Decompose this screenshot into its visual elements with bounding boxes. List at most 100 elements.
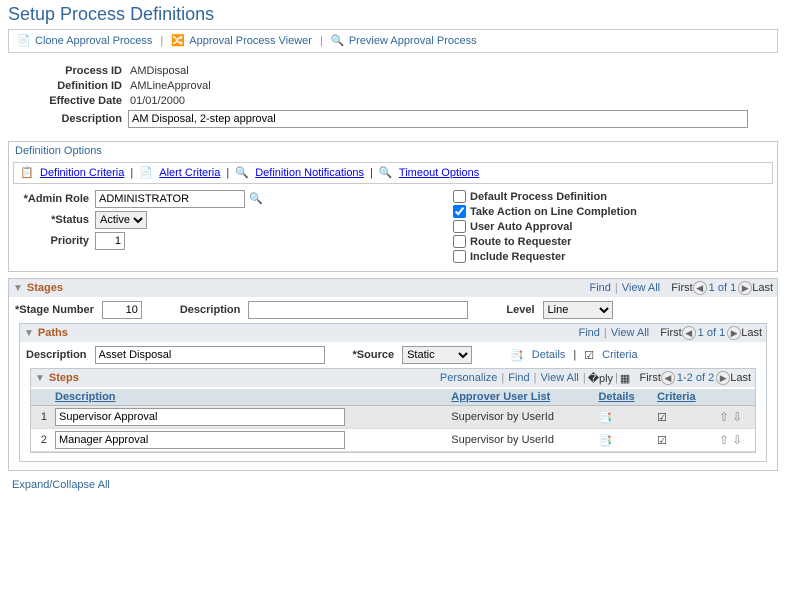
steps-personalize-link[interactable]: Personalize <box>440 372 497 384</box>
definition-options-section: Definition Options 📋 Definition Criteria… <box>8 141 778 272</box>
move-down-icon[interactable]: ⇩ <box>732 410 742 424</box>
process-id-label: Process ID <box>8 65 128 77</box>
steps-last-label: Last <box>730 372 751 384</box>
steps-viewall-link[interactable]: View All <box>541 372 579 384</box>
steps-first-label: First <box>640 372 661 384</box>
criteria-icon: ☑ <box>584 349 594 362</box>
route-requester-label: Route to Requester <box>470 236 571 248</box>
include-requester-checkbox[interactable] <box>453 250 466 263</box>
details-icon: 📑 <box>510 349 524 362</box>
steps-title: Steps <box>49 372 79 384</box>
paths-next-icon[interactable]: ▶ <box>727 326 741 340</box>
status-select[interactable]: Active <box>95 211 147 229</box>
path-source-label: *Source <box>353 349 395 361</box>
move-up-icon[interactable]: ⇧ <box>719 410 729 424</box>
alert-icon: 📄 <box>139 166 153 180</box>
paths-collapse-icon[interactable]: ▼ <box>24 328 34 339</box>
admin-role-lookup-icon[interactable]: 🔍 <box>249 192 263 206</box>
steps-prev-icon[interactable]: ◀ <box>661 371 675 385</box>
stages-next-icon[interactable]: ▶ <box>738 281 752 295</box>
path-criteria-link[interactable]: Criteria <box>602 349 637 361</box>
steps-collapse-icon[interactable]: ▼ <box>35 373 45 384</box>
row-num: 2 <box>31 429 51 452</box>
definition-options-toolbar: 📋 Definition Criteria | 📄 Alert Criteria… <box>13 162 773 184</box>
col-approver[interactable]: Approver User List <box>447 389 594 406</box>
paths-viewall-link[interactable]: View All <box>611 327 649 339</box>
stages-viewall-link[interactable]: View All <box>622 282 660 294</box>
default-process-checkbox[interactable] <box>453 190 466 203</box>
definition-id-value: AMLineApproval <box>128 80 211 92</box>
definition-criteria-link[interactable]: Definition Criteria <box>40 167 124 179</box>
timeout-options-link[interactable]: Timeout Options <box>399 167 479 179</box>
user-auto-label: User Auto Approval <box>470 221 572 233</box>
approval-viewer-link[interactable]: Approval Process Viewer <box>189 35 312 47</box>
stages-prev-icon[interactable]: ◀ <box>693 281 707 295</box>
path-description-input[interactable] <box>95 346 325 364</box>
expand-collapse-all-link[interactable]: Expand/Collapse All <box>0 475 122 495</box>
paths-page[interactable]: 1 of 1 <box>698 327 726 339</box>
steps-table: Description Approver User List Details C… <box>31 389 755 452</box>
col-criteria[interactable]: Criteria <box>653 389 715 406</box>
stages-page[interactable]: 1 of 1 <box>709 282 737 294</box>
take-action-checkbox[interactable] <box>453 205 466 218</box>
move-down-icon[interactable]: ⇩ <box>732 433 742 447</box>
page-title: Setup Process Definitions <box>0 0 786 29</box>
stages-last-label: Last <box>752 282 773 294</box>
step-approver: Supervisor by UserId <box>447 406 594 429</box>
priority-label: Priority <box>15 235 95 247</box>
steps-header: ▼ Steps Personalize | Find | View All | … <box>31 369 755 387</box>
step-description-input[interactable] <box>55 431 345 449</box>
preview-approval-link[interactable]: Preview Approval Process <box>349 35 477 47</box>
default-process-label: Default Process Definition <box>470 191 607 203</box>
move-up-icon[interactable]: ⇧ <box>719 433 729 447</box>
stage-number-label: *Stage Number <box>15 304 94 316</box>
process-id-value: AMDisposal <box>128 65 189 77</box>
paths-header: ▼ Paths Find | View All First ◀ 1 of 1 ▶… <box>20 324 766 342</box>
clone-icon: 📄 <box>17 34 31 48</box>
step-description-input[interactable] <box>55 408 345 426</box>
paths-title: Paths <box>38 327 68 339</box>
level-label: Level <box>506 304 534 316</box>
path-source-select[interactable]: Static <box>402 346 472 364</box>
description-label: Description <box>8 113 128 125</box>
top-toolbar: 📄 Clone Approval Process | 🔀 Approval Pr… <box>8 29 778 53</box>
steps-page[interactable]: 1-2 of 2 <box>677 372 714 384</box>
priority-input[interactable] <box>95 232 125 250</box>
steps-panel: ▼ Steps Personalize | Find | View All | … <box>30 368 756 453</box>
sep: | <box>160 35 163 47</box>
stage-description-label: Description <box>180 304 241 316</box>
path-details-link[interactable]: Details <box>532 349 566 361</box>
route-requester-checkbox[interactable] <box>453 235 466 248</box>
steps-find-link[interactable]: Find <box>508 372 529 384</box>
stage-description-input[interactable] <box>248 301 468 319</box>
definition-notifications-link[interactable]: Definition Notifications <box>255 167 364 179</box>
steps-next-icon[interactable]: ▶ <box>716 371 730 385</box>
stages-find-link[interactable]: Find <box>590 282 611 294</box>
description-input[interactable] <box>128 110 748 128</box>
step-criteria-icon[interactable]: ☑ <box>657 435 667 447</box>
level-select[interactable]: Line <box>543 301 613 319</box>
paths-prev-icon[interactable]: ◀ <box>682 326 696 340</box>
col-details[interactable]: Details <box>594 389 653 406</box>
stages-collapse-icon[interactable]: ▼ <box>13 283 23 294</box>
admin-role-input[interactable] <box>95 190 245 208</box>
row-num: 1 <box>31 406 51 429</box>
alert-criteria-link[interactable]: Alert Criteria <box>159 167 220 179</box>
grid-icon[interactable]: ▦ <box>620 372 630 385</box>
col-description[interactable]: Description <box>51 389 447 406</box>
sep: | <box>320 35 323 47</box>
user-auto-checkbox[interactable] <box>453 220 466 233</box>
definition-id-label: Definition ID <box>8 80 128 92</box>
stage-number-input[interactable] <box>102 301 142 319</box>
paths-find-link[interactable]: Find <box>579 327 600 339</box>
admin-role-label: *Admin Role <box>15 193 95 205</box>
step-details-icon[interactable]: 📑 <box>598 412 612 424</box>
paths-panel: ▼ Paths Find | View All First ◀ 1 of 1 ▶… <box>19 323 767 462</box>
table-row: 1 Supervisor by UserId 📑 ☑ ⇧ ⇩ <box>31 406 755 429</box>
step-details-icon[interactable]: 📑 <box>598 435 612 447</box>
clone-approval-link[interactable]: Clone Approval Process <box>35 35 152 47</box>
header-form: Process ID AMDisposal Definition ID AMLi… <box>0 61 786 135</box>
zoom-icon[interactable]: �ply <box>588 372 613 385</box>
step-criteria-icon[interactable]: ☑ <box>657 412 667 424</box>
notifications-icon: 🔍 <box>235 166 249 180</box>
